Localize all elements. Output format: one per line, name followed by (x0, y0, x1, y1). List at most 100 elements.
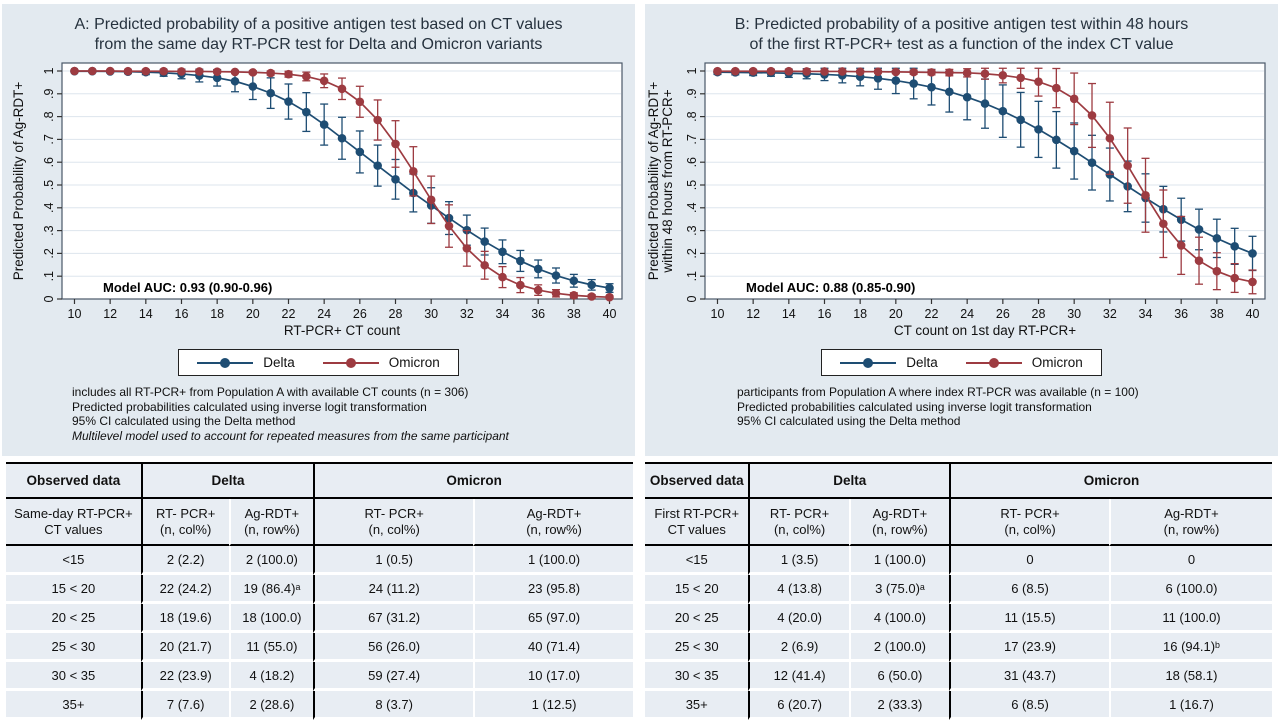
table-cell: 24 (11.2) (313, 575, 474, 604)
table-cell: <15 (6, 546, 141, 575)
table-cell: 0 (949, 546, 1109, 575)
svg-text:10: 10 (67, 307, 81, 321)
legend-dot-icon (220, 357, 231, 368)
table-cell: 19 (86.4)ᵃ (228, 575, 314, 604)
svg-text:30: 30 (424, 307, 438, 321)
table-cell: 10 (17.0) (473, 662, 633, 691)
column-header: First RT-PCR+ CT values (645, 499, 749, 546)
column-header: RT- PCR+ (n, col%) (313, 499, 474, 546)
table-cell: 35+ (6, 691, 141, 720)
table-cell: 11 (55.0) (228, 633, 314, 662)
table-row: 35+ 6 (20.7) 2 (33.3) 6 (8.5) 1 (16.7) (645, 691, 1272, 720)
svg-text:26: 26 (995, 307, 1009, 321)
table-cell: 6 (50.0) (848, 662, 950, 691)
table-row: 35+ 7 (7.6) 2 (28.6) 8 (3.7) 1 (12.5) (6, 691, 633, 720)
svg-text:.5: .5 (42, 180, 56, 190)
table-row: 20 < 25 18 (19.6) 18 (100.0) 67 (31.2) 65 (9… (6, 604, 633, 633)
svg-text:1: 1 (685, 67, 699, 74)
table-cell: 2 (100.0) (848, 633, 950, 662)
table-cell: 23 (95.8) (473, 575, 633, 604)
svg-text:18: 18 (853, 307, 867, 321)
table-cell: 20 (21.7) (140, 633, 229, 662)
table-cell: 15 < 20 (6, 575, 141, 604)
svg-text:.2: .2 (685, 248, 699, 258)
note-line: 95% CI calculated using the Delta method (737, 414, 961, 428)
table-cell: 56 (26.0) (313, 633, 474, 662)
group-header: Observed data (645, 464, 749, 499)
table-cell: 4 (20.0) (748, 604, 849, 633)
svg-text:12: 12 (746, 307, 760, 321)
legend-item-delta: Delta (840, 355, 938, 370)
svg-text:.7: .7 (685, 134, 699, 144)
table-cell: 1 (12.5) (473, 691, 633, 720)
legend-label: Delta (906, 355, 938, 370)
observed-data-table-a: Observed data Delta Omicron Same-day RT-PCR… (6, 462, 633, 720)
model-auc-annotation: Model AUC: 0.93 (0.90-0.96) (103, 280, 272, 295)
panel-b: B: Predicted probability of a positive a… (645, 4, 1278, 456)
svg-text:.9: .9 (42, 89, 56, 99)
table-cell: 18 (100.0) (228, 604, 314, 633)
note-line: Predicted probabilities calculated using… (72, 399, 427, 414)
column-header: Ag-RDT+ (n, row%) (228, 499, 314, 546)
table-cell: 6 (8.5) (949, 691, 1109, 720)
svg-text:10: 10 (710, 307, 724, 321)
gridlines (62, 70, 621, 277)
x-axis-title: CT count on 1st day RT-PCR+ (893, 323, 1075, 338)
svg-text:30: 30 (1067, 307, 1081, 321)
table-row: <15 1 (3.5) 1 (100.0) 0 0 (645, 546, 1272, 575)
table-row: 15 < 20 4 (13.8) 3 (75.0)ᵃ 6 (8.5) 6 (100.0) (645, 575, 1272, 604)
svg-text:36: 36 (1174, 307, 1188, 321)
table-cell: 1 (100.0) (473, 546, 633, 575)
series-omicron (69, 66, 614, 302)
svg-text:.3: .3 (42, 225, 56, 235)
table-cell: 16 (94.1)ᵇ (1108, 633, 1272, 662)
legend-item-omicron: Omicron (322, 355, 440, 370)
svg-text:28: 28 (388, 307, 402, 321)
table-cell: 6 (8.5) (949, 575, 1109, 604)
svg-text:26: 26 (352, 307, 366, 321)
table-cell: 2 (33.3) (848, 691, 950, 720)
svg-text:14: 14 (781, 307, 795, 321)
svg-text:38: 38 (1209, 307, 1223, 321)
plot-frame (60, 62, 623, 300)
note-line: Predicted probabilities calculated using… (737, 399, 1092, 414)
svg-text:36: 36 (531, 307, 545, 321)
table-cell: 20 < 25 (6, 604, 141, 633)
y-axis-title: Predicted Probability of Ag-RDT+ (647, 82, 661, 281)
svg-text:.9: .9 (685, 89, 699, 99)
svg-text:.2: .2 (42, 248, 56, 258)
table-cell: 2 (28.6) (228, 691, 314, 720)
table-cell: 2 (100.0) (228, 546, 314, 575)
table-row: 30 < 35 22 (23.9) 4 (18.2) 59 (27.4) 10 (17.… (6, 662, 633, 691)
plot-frame (703, 62, 1266, 300)
table-cell: 7 (7.6) (140, 691, 229, 720)
column-header: Ag-RDT+ (n, row%) (1108, 499, 1272, 546)
legend-item-delta: Delta (197, 355, 295, 370)
table-cell: 18 (58.1) (1108, 662, 1272, 691)
column-header: RT- PCR+ (n, col%) (949, 499, 1109, 546)
model-auc-annotation: Model AUC: 0.88 (0.85-0.90) (746, 280, 915, 295)
table-cell: 6 (20.7) (748, 691, 849, 720)
x-axis-title: RT-PCR+ CT count (283, 323, 399, 338)
column-header: Ag-RDT+ (n, row%) (473, 499, 633, 546)
table-cell: 22 (23.9) (140, 662, 229, 691)
table-cell: 3 (75.0)ᵃ (848, 575, 950, 604)
table-row: 30 < 35 12 (41.4) 6 (50.0) 31 (43.7) 18 (58.… (645, 662, 1272, 691)
table-cell: 2 (6.9) (748, 633, 849, 662)
svg-text:14: 14 (138, 307, 152, 321)
panel-b-notes: participants from Population A where ind… (737, 385, 1139, 429)
svg-text:.6: .6 (42, 157, 56, 167)
table-cell: 12 (41.4) (748, 662, 849, 691)
svg-text:24: 24 (960, 307, 974, 321)
column-header: RT- PCR+ (n, col%) (748, 499, 849, 546)
column-header: RT- PCR+ (n, col%) (140, 499, 229, 546)
table-row: 20 < 25 4 (20.0) 4 (100.0) 11 (15.5) 11 (100… (645, 604, 1272, 633)
svg-text:.4: .4 (685, 203, 699, 213)
panel-a-chart: 0 .1 .2 .3 .4 .5 .6 .7 .8 .9 1 10 12 14 16 18 20 22 24 26 28… (11, 62, 623, 338)
panel-a: A: Predicted probability of a positive a… (2, 4, 635, 456)
table-cell: 4 (13.8) (748, 575, 849, 604)
legend-marker-delta-icon (840, 357, 897, 368)
svg-text:32: 32 (459, 307, 473, 321)
table-cell: 1 (3.5) (748, 546, 849, 575)
